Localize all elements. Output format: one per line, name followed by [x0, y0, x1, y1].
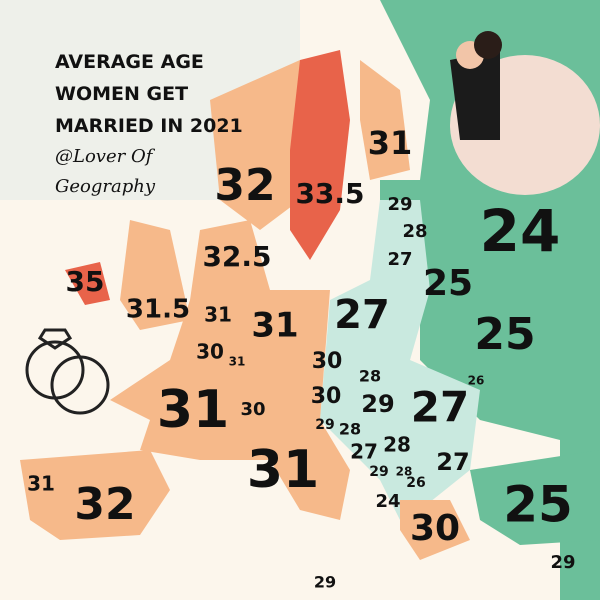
region-norway: [210, 60, 300, 230]
age-label: 29: [550, 552, 575, 573]
age-label: 28: [396, 465, 413, 479]
age-label: 25: [503, 476, 573, 534]
title-line: AVERAGE AGE: [55, 51, 204, 73]
age-label: 31: [204, 303, 232, 327]
age-label: 35: [66, 265, 105, 298]
age-label: 31: [27, 472, 55, 496]
age-label: 31: [229, 355, 246, 369]
age-label: 26: [406, 475, 425, 491]
age-label: 31: [251, 306, 298, 346]
region-greece: [400, 500, 470, 560]
age-label: 32: [74, 479, 135, 530]
couple-illustration: [450, 31, 600, 195]
age-label: 24: [375, 491, 400, 512]
age-label: 25: [423, 263, 473, 304]
region-iberia: [20, 450, 170, 540]
title-line: WOMEN GET: [55, 83, 188, 105]
region-west: [110, 220, 350, 520]
age-label: 32.5: [202, 240, 271, 273]
age-label: 27: [436, 448, 469, 476]
title-line: MARRIED IN 2021: [55, 115, 243, 137]
age-label: 30: [196, 340, 224, 364]
age-label: 30: [410, 508, 460, 549]
age-label: 30: [311, 384, 342, 409]
region-mint: [320, 200, 480, 520]
age-label: 27: [411, 383, 469, 432]
age-label: 31: [247, 440, 319, 500]
age-label: 29: [387, 194, 412, 215]
age-label: 29: [315, 417, 334, 433]
age-label: 30: [240, 399, 265, 420]
age-label: 29: [361, 390, 394, 418]
age-label: 31: [157, 380, 229, 440]
age-label: 31.5: [126, 295, 190, 325]
region-turkey: [470, 450, 600, 545]
region-sweden: [290, 50, 350, 260]
age-label: 30: [312, 349, 343, 374]
age-label: 24: [480, 197, 561, 265]
rings-icon: [25, 328, 110, 415]
age-label: 33.5: [295, 177, 364, 210]
age-label: 28: [402, 221, 427, 242]
age-label: 28: [359, 367, 381, 386]
age-label: 27: [334, 292, 390, 338]
age-label: 27: [350, 440, 378, 464]
region-uk: [120, 220, 190, 330]
age-label: 28: [339, 420, 361, 439]
age-label: 29: [369, 464, 388, 480]
age-label: 29: [314, 573, 336, 592]
age-label: 32: [214, 160, 275, 211]
age-label: 28: [383, 433, 411, 457]
region-finland: [360, 60, 410, 180]
age-label: 25: [474, 309, 535, 360]
credit-line: Geography: [55, 176, 156, 197]
age-label: 31: [368, 124, 413, 162]
credit-line: @Lover Of: [55, 146, 156, 167]
age-label: 26: [468, 374, 485, 388]
region-ireland: [65, 262, 110, 305]
age-label: 27: [387, 249, 412, 270]
